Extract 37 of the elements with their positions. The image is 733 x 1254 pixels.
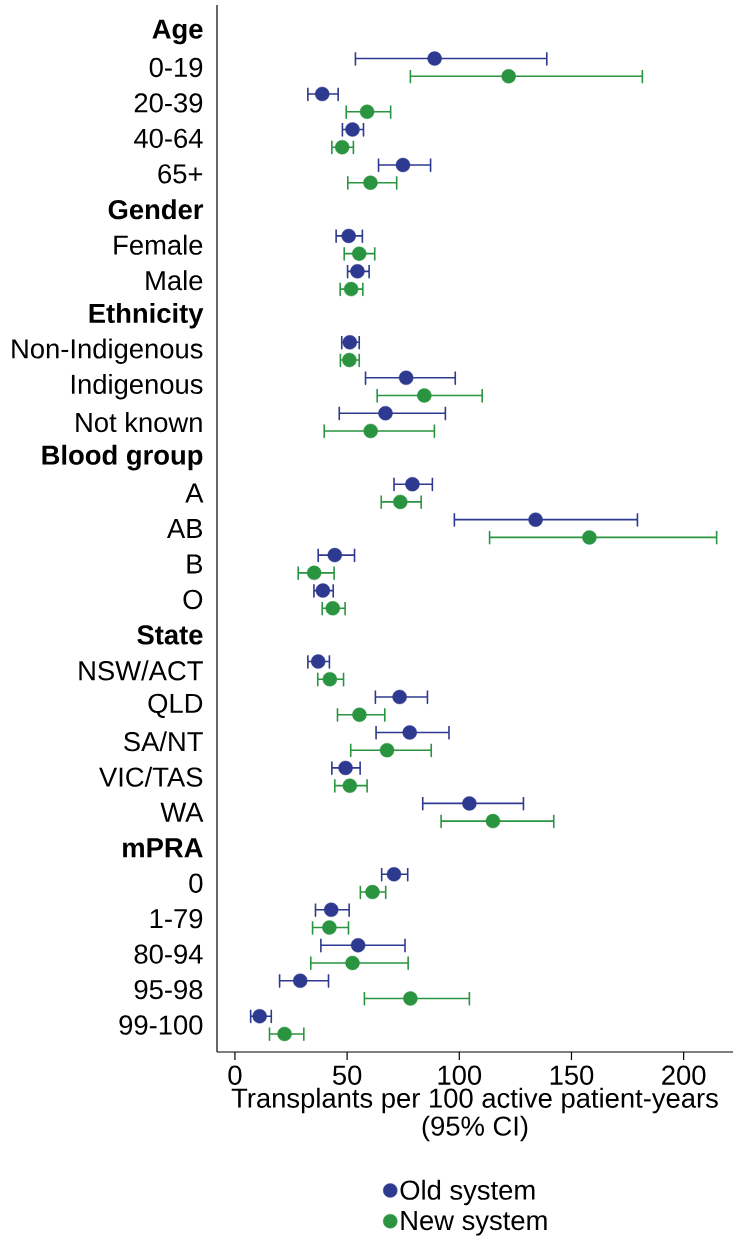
y-tick-label: 80-94: [134, 944, 203, 964]
x-tick-label: 50: [332, 1065, 362, 1085]
y-tick-label: O: [183, 589, 203, 610]
x-tick-label: 150: [550, 1065, 594, 1085]
y-tick-label: 0: [189, 873, 203, 893]
y-tick-label: 95-98: [134, 979, 203, 1000]
legend-label: New system: [401, 1211, 547, 1236]
y-tick-label: VIC/TAS: [99, 766, 203, 787]
y-tick-label: Male: [146, 270, 203, 291]
y-tick-label: Blood group: [42, 444, 203, 471]
y-tick-label: WA: [160, 802, 204, 822]
y-tick-label: Gender: [108, 199, 204, 220]
y-tick-label: 65+: [158, 164, 203, 184]
y-tick-label: 20-39: [134, 93, 203, 113]
y-tick-label: Age: [152, 19, 203, 45]
y-tick-label: 0-19: [149, 57, 203, 78]
y-tick-label: mPRA: [123, 838, 203, 858]
y-tick-label: 1-79: [150, 908, 203, 929]
y-tick-label: Ethnicity: [89, 302, 204, 329]
x-tick-label: 100: [438, 1065, 482, 1085]
y-tick-label: State: [137, 625, 203, 645]
y-tick-label: Female: [114, 234, 203, 255]
x-axis-title: Transplants per 100 active patient-years (95% CI): [231, 1087, 718, 1142]
y-tick-label: B: [187, 554, 203, 574]
y-tick-label: 99-100: [119, 1015, 203, 1035]
y-tick-label: A: [185, 483, 204, 503]
x-tick-label: 200: [662, 1065, 706, 1085]
y-tick-label: 40-64: [134, 128, 203, 149]
x-tick-label: 0: [228, 1065, 242, 1085]
y-tick-label: QLD: [148, 693, 203, 718]
legend-label: Old system: [400, 1179, 535, 1206]
y-tick-label: Not known: [76, 412, 202, 433]
y-tick-label: AB: [166, 519, 203, 538]
y-tick-label: Indigenous: [71, 373, 203, 400]
y-tick-label: NSW/ACT: [79, 660, 203, 681]
y-tick-label: SA/NT: [124, 731, 203, 752]
y-tick-label: Non-Indigenous: [12, 338, 203, 364]
